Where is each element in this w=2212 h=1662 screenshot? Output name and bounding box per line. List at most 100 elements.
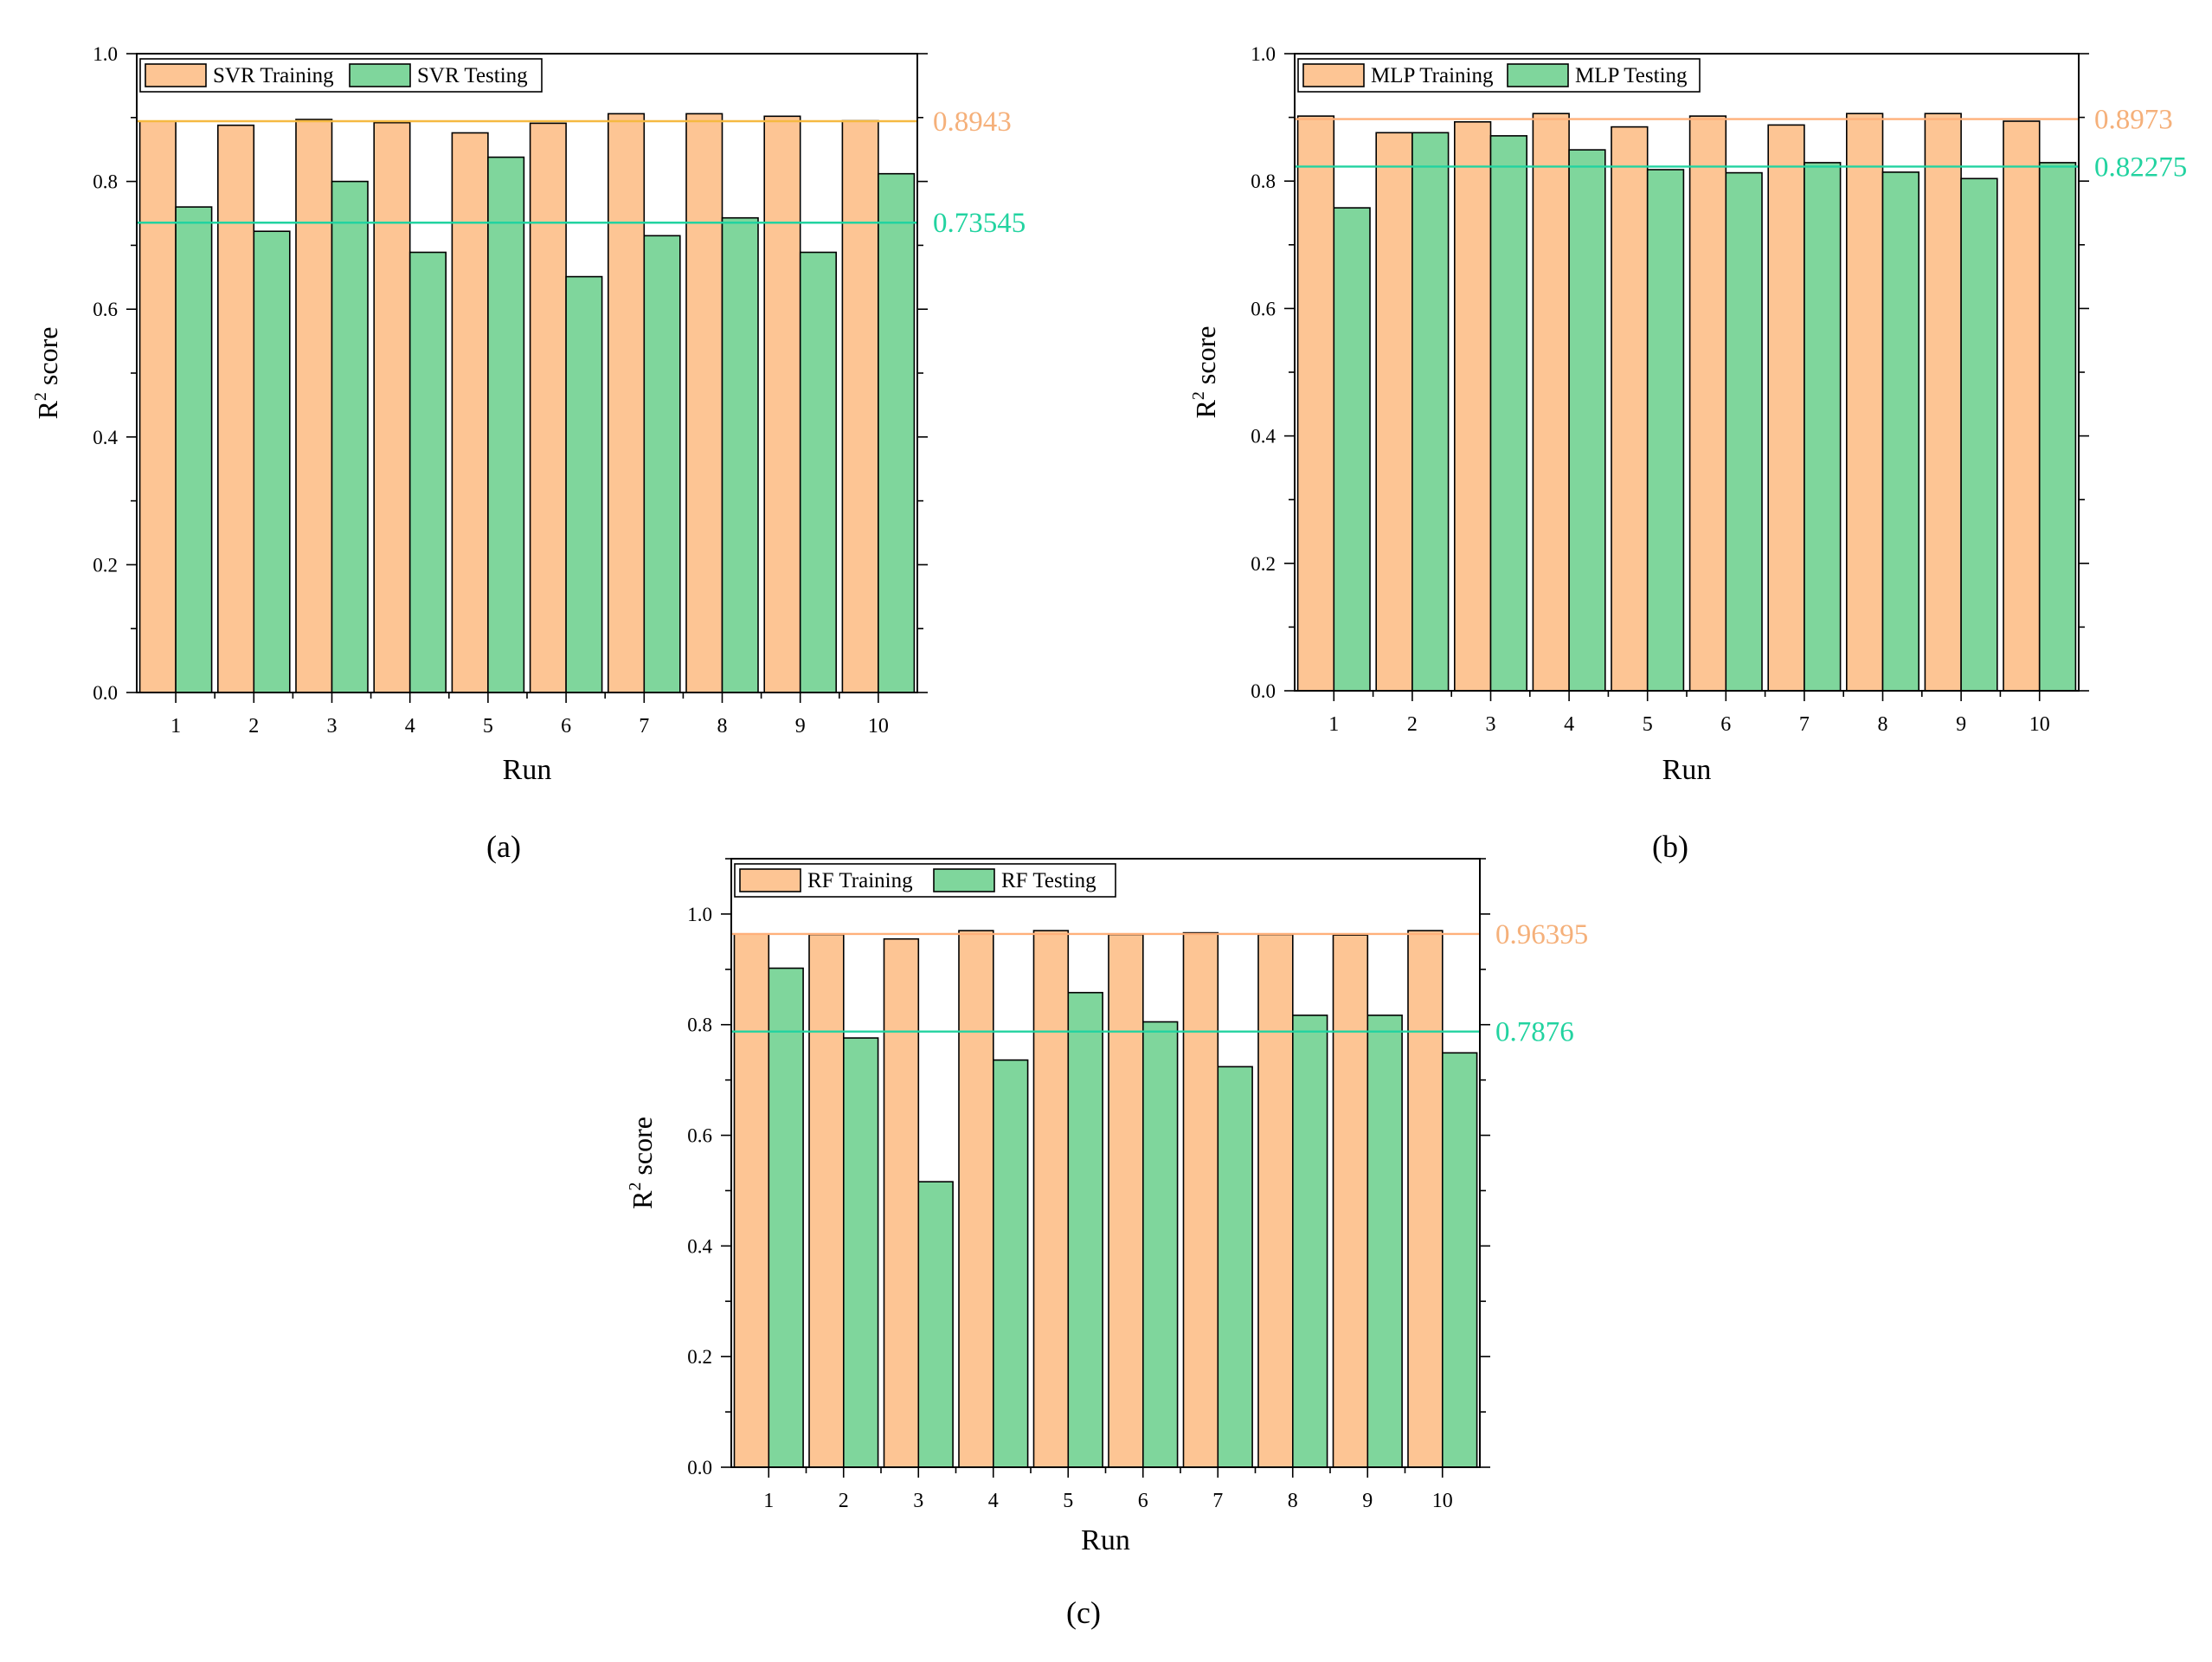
training-bar-3 [1454,121,1492,692]
testing-bar-2 [842,1037,879,1468]
y-tick-label: 1.0 [687,904,712,925]
x-tick-label: 2 [839,1490,849,1512]
training-bar-9 [1332,934,1369,1468]
testing-bar-6 [1142,1021,1179,1468]
y-tick-label: 0.4 [93,427,118,448]
training-bar-5 [451,132,489,693]
training-bar-7 [1767,124,1805,692]
y-axis-title-rest: score [627,1117,658,1182]
training-bar-2 [217,124,255,693]
training-bar-8 [1846,113,1884,692]
chart-panel-b: 0.8973 0.82275 0.0 0.2 0.4 0.6 0.8 1.0 1 2 3 4 5 6 7 8 9… [1189,43,2187,864]
y-tick-label: 1.0 [1251,43,1276,65]
testing-bar-4 [993,1059,1029,1468]
training-bar-4 [958,930,994,1468]
training-bar-4 [373,121,411,693]
y-axis-title-base: R [627,1190,658,1209]
testing-bar-6 [565,275,603,693]
x-axis-title: Run [1662,754,1712,786]
training-bar-1 [733,933,770,1468]
y-tick-label: 0.2 [1251,553,1276,575]
y-tick-label: 0.0 [93,682,118,704]
training-bar-10 [841,119,879,693]
x-tick-label: 4 [988,1490,999,1512]
x-tick-label: 3 [327,715,338,738]
training-bar-5 [1032,930,1070,1468]
testing-bar-1 [1333,207,1371,692]
testing-bar-10 [878,172,916,693]
y-tick-label: 0.0 [687,1457,712,1478]
x-tick-label: 9 [1362,1490,1373,1512]
y-axis-title-superscript: 2 [31,392,50,401]
x-tick-label: 6 [1720,713,1731,736]
testing-bar-5 [1646,169,1685,692]
y-tick-label: 0.2 [93,554,118,576]
testing-bar-4 [408,251,447,693]
training-bar-1 [138,120,177,693]
x-tick-label: 3 [1486,713,1496,736]
panel-label: (a) [486,829,521,864]
x-tick-label: 8 [1288,1490,1298,1512]
chart-panel-a: 0.8943 0.73545 0.0 0.2 0.4 0.6 0.8 1.0 1 2 3 4 5 6 7 8 9… [31,43,1026,864]
legend-label-training: RF Training [807,869,913,892]
training-bar-3 [295,119,333,693]
testing-bar-9 [1960,177,1998,692]
training-bar-2 [808,933,845,1468]
y-axis-title-rest: score [1190,326,1221,392]
y-axis-title-superscript: 2 [626,1182,645,1191]
legend-label-training: MLP Training [1371,64,1494,87]
testing-bar-6 [1725,171,1763,692]
training-bar-6 [1688,115,1727,692]
x-tick-label: 7 [1799,713,1810,736]
x-tick-label: 7 [1212,1490,1223,1512]
x-tick-label: 2 [1407,713,1418,736]
training-bar-7 [607,113,646,693]
testing-bar-3 [917,1181,954,1468]
testing-bar-8 [721,216,759,693]
testing-bar-7 [1217,1066,1253,1468]
x-tick-label: 10 [2029,713,2050,736]
testing-bar-9 [799,251,838,693]
testing-bar-8 [1292,1015,1328,1468]
training-mean-label: 0.8973 [2094,105,2173,136]
x-tick-label: 6 [1138,1490,1148,1512]
testing-bar-2 [1411,132,1450,692]
x-tick-label: 1 [763,1490,774,1512]
y-tick-label: 0.4 [1251,426,1276,448]
training-bar-10 [1407,930,1444,1468]
testing-bar-3 [331,180,369,693]
training-bar-10 [2003,120,2041,692]
training-bar-6 [529,122,567,693]
training-mean-label: 0.96395 [1495,919,1588,950]
testing-bar-7 [643,235,681,693]
y-axis-title: R2 score [1189,326,1221,419]
training-bar-6 [1108,933,1144,1468]
x-tick-label: 1 [170,715,181,738]
x-tick-label: 8 [1878,713,1888,736]
x-tick-label: 5 [1063,1490,1073,1512]
training-bar-8 [685,113,723,693]
x-tick-label: 9 [1956,713,1966,736]
x-tick-label: 5 [1643,713,1653,736]
y-axis-title: R2 score [626,1117,658,1209]
y-tick-label: 0.4 [687,1235,712,1257]
training-bar-5 [1611,126,1649,692]
legend-label-training: SVR Training [213,64,334,87]
legend-swatch-testing [349,63,411,87]
x-tick-label: 2 [248,715,259,738]
testing-bar-8 [1881,171,1920,692]
testing-bar-2 [253,230,291,693]
testing-bar-10 [2038,162,2077,692]
testing-mean-label: 0.73545 [933,208,1026,239]
training-bar-7 [1182,931,1219,1468]
testing-bar-7 [1804,162,1842,692]
training-bar-1 [1296,115,1335,692]
y-tick-label: 0.6 [687,1125,712,1147]
legend-box [139,58,543,93]
x-tick-label: 4 [1564,713,1574,736]
legend-label-testing: SVR Testing [417,64,528,87]
x-tick-label: 10 [1432,1490,1453,1512]
y-axis-title-superscript: 2 [1189,391,1208,400]
